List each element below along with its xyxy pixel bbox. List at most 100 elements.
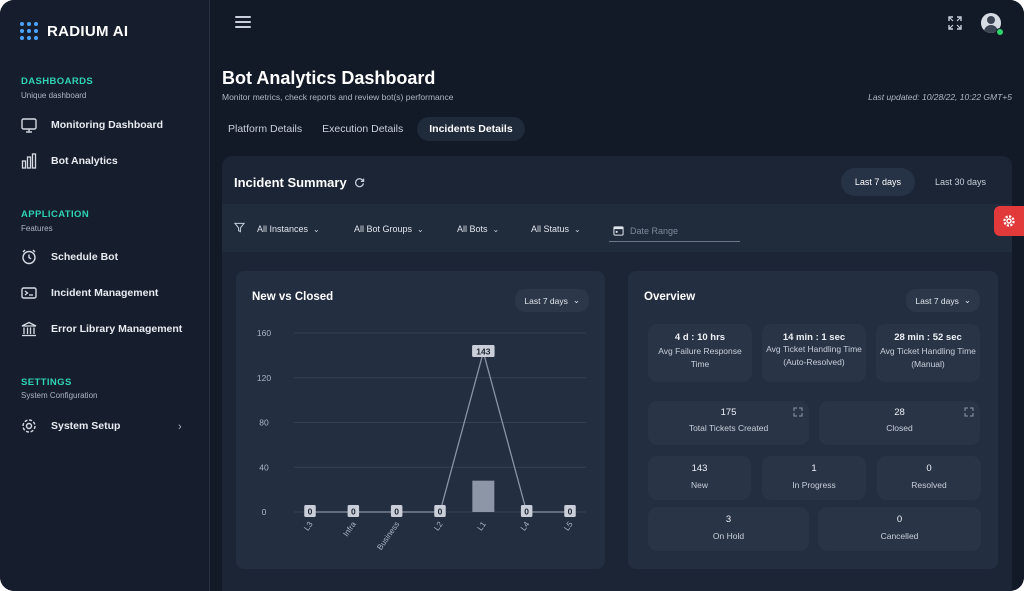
- data-label-box: [472, 345, 495, 358]
- y-tick-label: 120: [257, 373, 271, 383]
- date-range-input[interactable]: Date Range: [609, 220, 740, 242]
- new-vs-closed-chart: 0 40 80 120 160 0 0 0 0 143 0 0 L3 Infra Business L2 L1 L…: [257, 328, 586, 552]
- brand-logo-icon: [20, 22, 38, 40]
- filter-all-status[interactable]: All Status ⌄: [531, 224, 581, 234]
- data-label: 0: [394, 507, 399, 517]
- new-vs-closed-title: New vs Closed: [252, 291, 334, 303]
- filter-icon[interactable]: [234, 222, 245, 233]
- tab-platform-details[interactable]: Platform Details: [228, 123, 303, 135]
- y-tick-label: 0: [262, 507, 267, 517]
- sidebar-item-schedule-bot[interactable]: Schedule Bot: [20, 248, 118, 266]
- incident-summary-title: Incident Summary: [234, 175, 365, 190]
- chevron-down-icon: ⌄: [492, 224, 500, 234]
- fullscreen-icon[interactable]: [947, 15, 963, 31]
- x-tick-label: L1: [475, 520, 488, 533]
- total-tickets-created-tile[interactable]: 175 Total Tickets Created: [648, 401, 809, 445]
- bar-chart-icon: [21, 153, 37, 169]
- data-label-box: [304, 505, 316, 517]
- section-title-application: APPLICATION: [21, 209, 90, 220]
- user-avatar[interactable]: [981, 13, 1001, 33]
- section-subtitle-dashboards: Unique dashboard: [21, 91, 87, 100]
- x-tick-label: L3: [302, 520, 315, 533]
- kpi-avg-ticket-handling-manual[interactable]: 28 min : 52 sec Avg Ticket Handling Time…: [876, 324, 980, 382]
- status-in-progress-tile[interactable]: 1 In Progress: [762, 456, 866, 500]
- hamburger-menu-icon[interactable]: [235, 16, 251, 30]
- sidebar-item-system-setup[interactable]: System Setup: [20, 417, 120, 435]
- x-tick-label: L5: [562, 520, 575, 533]
- closed-tile[interactable]: 28 Closed: [819, 401, 980, 445]
- data-label: 0: [308, 507, 313, 517]
- data-label-box: [347, 505, 360, 517]
- chevron-down-icon: ⌄: [574, 224, 581, 234]
- sidebar-item-monitoring-dashboard[interactable]: Monitoring Dashboard: [20, 116, 163, 134]
- filter-all-instances[interactable]: All Instances ⌄: [257, 224, 320, 234]
- kpi-avg-ticket-handling-auto[interactable]: 14 min : 1 sec Avg Ticket Handling Time …: [762, 324, 866, 382]
- sidebar-item-label: Bot Analytics: [51, 155, 118, 167]
- sidebar-item-label: Monitoring Dashboard: [51, 119, 163, 131]
- online-status-indicator: [996, 28, 1004, 36]
- section-title-settings: SETTINGS: [21, 377, 72, 388]
- data-label: 0: [438, 507, 443, 517]
- page-title: Bot Analytics Dashboard: [222, 68, 436, 88]
- refresh-icon[interactable]: [354, 177, 365, 188]
- sidebar-item-incident-management[interactable]: Incident Management: [20, 284, 158, 302]
- tab-incidents-details[interactable]: Incidents Details: [417, 117, 525, 141]
- monitor-icon: [21, 118, 37, 133]
- range-last-7-days[interactable]: Last 7 days: [840, 168, 915, 196]
- sidebar-item-bot-analytics[interactable]: Bot Analytics: [20, 152, 118, 170]
- overview-panel: Overview Last 7 days ⌄ 4 d : 10 hrs Avg …: [628, 271, 998, 569]
- expand-icon[interactable]: [964, 407, 974, 417]
- status-resolved-tile[interactable]: 0 Resolved: [877, 456, 981, 500]
- last-updated: Last updated: 10/28/22, 10:22 GMT+5: [868, 92, 1012, 102]
- x-tick-label: L4: [519, 520, 532, 533]
- data-label-box: [390, 505, 403, 517]
- incident-icon: [21, 287, 37, 299]
- chevron-down-icon: ⌄: [572, 295, 580, 305]
- chevron-down-icon: ⌄: [417, 224, 424, 234]
- overview-range-dropdown[interactable]: Last 7 days ⌄: [906, 289, 980, 312]
- section-subtitle-settings: System Configuration: [21, 391, 98, 400]
- page-subtitle: Monitor metrics, check reports and revie…: [222, 92, 454, 102]
- clock-icon: [22, 249, 36, 265]
- gear-icon: [1003, 215, 1015, 227]
- library-icon: [21, 321, 37, 337]
- sidebar-item-label: Schedule Bot: [51, 251, 119, 263]
- new-vs-closed-range-dropdown[interactable]: Last 7 days ⌄: [515, 289, 589, 312]
- status-new-tile[interactable]: 143 New: [648, 456, 751, 500]
- y-tick-label: 40: [259, 462, 269, 472]
- data-label: 0: [568, 507, 573, 517]
- x-tick-label: Business: [375, 520, 401, 552]
- data-label-box: [564, 505, 576, 517]
- filter-all-bots[interactable]: All Bots ⌄: [457, 224, 500, 234]
- sidebar-item-error-library[interactable]: Error Library Management: [20, 320, 182, 338]
- status-cancelled-tile[interactable]: 0 Cancelled: [818, 507, 981, 551]
- filter-all-bot-groups[interactable]: All Bot Groups ⌄: [354, 224, 424, 234]
- y-tick-label: 80: [259, 418, 269, 428]
- sidebar-item-label: Error Library Management: [51, 323, 183, 335]
- expand-icon[interactable]: [793, 407, 803, 417]
- data-label: 0: [351, 507, 356, 517]
- data-label: 143: [476, 347, 490, 357]
- chevron-right-icon[interactable]: ›: [178, 421, 182, 433]
- x-tick-label: Infra: [341, 520, 358, 539]
- incident-summary-card: Incident Summary Last 7 days Last 30 day…: [222, 156, 1012, 591]
- status-on-hold-tile[interactable]: 3 On Hold: [648, 507, 809, 551]
- section-title-dashboards: DASHBOARDS: [21, 76, 94, 87]
- main-content: Bot Analytics Dashboard Monitor metrics,…: [210, 0, 1024, 591]
- section-subtitle-application: Features: [21, 224, 53, 233]
- summary-range-toggle: Last 7 days Last 30 days: [840, 168, 1000, 196]
- range-last-30-days[interactable]: Last 30 days: [934, 177, 986, 187]
- calendar-icon: [613, 226, 624, 236]
- brand-name: RADIUM AI: [47, 22, 129, 40]
- kpi-avg-failure-response[interactable]: 4 d : 10 hrs Avg Failure Response Time: [648, 324, 752, 382]
- settings-fab[interactable]: [994, 206, 1024, 236]
- new-vs-closed-panel: New vs Closed Last 7 days ⌄ 0 40 80 120 160 0…: [236, 271, 605, 569]
- brand[interactable]: RADIUM AI: [20, 22, 128, 40]
- overview-title: Overview: [644, 291, 696, 303]
- date-range-placeholder: Date Range: [630, 225, 679, 236]
- y-tick-label: 160: [257, 328, 271, 338]
- tab-bar: Platform Details Execution Details Incid…: [222, 117, 525, 141]
- bar: [472, 480, 495, 512]
- tab-execution-details[interactable]: Execution Details: [322, 123, 404, 135]
